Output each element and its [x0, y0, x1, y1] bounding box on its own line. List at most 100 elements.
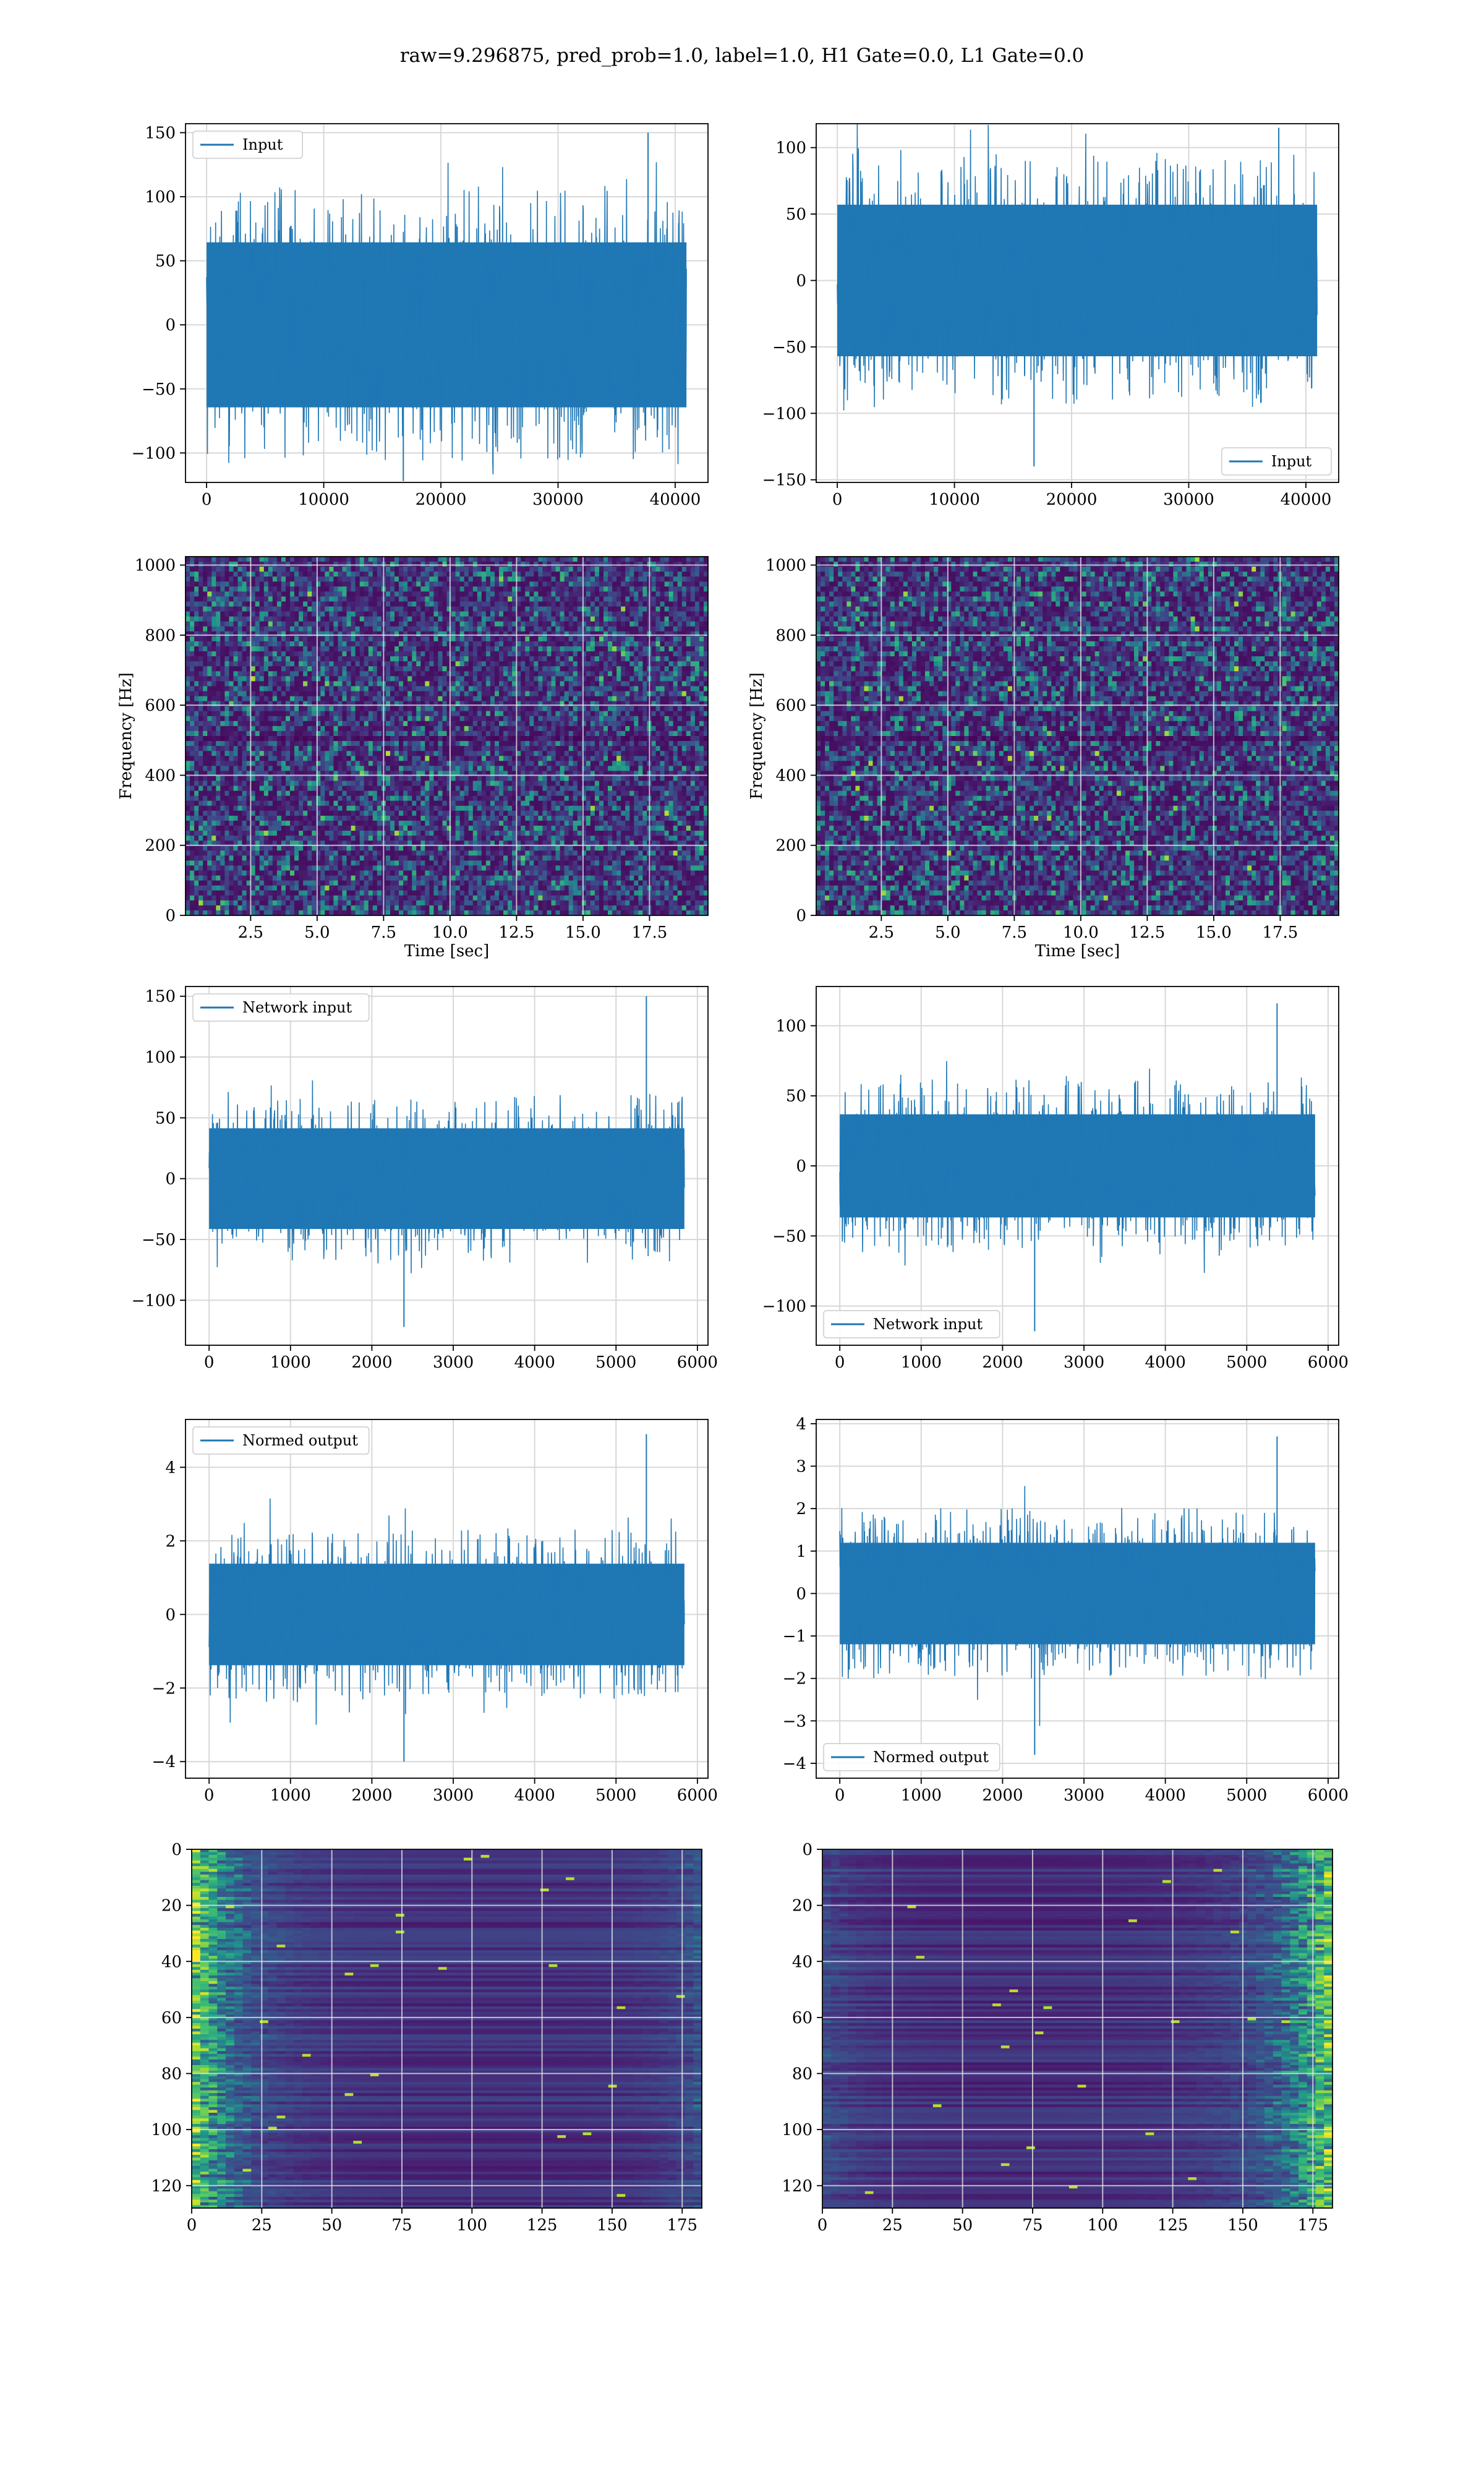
- row2-left-cell: [316, 596, 321, 602]
- row2-left-cell: [446, 736, 452, 742]
- row2-left-cell: [233, 721, 239, 727]
- row2-left-cell: [464, 716, 469, 722]
- row2-left-cell: [446, 730, 452, 737]
- row2-left-cell: [316, 686, 321, 692]
- row2-left-cell: [551, 586, 556, 592]
- row2-left-cell: [459, 601, 465, 607]
- row2-left-cell: [399, 701, 404, 707]
- row2-left-cell: [316, 581, 321, 587]
- row2-left-cell: [704, 706, 709, 712]
- row2-left-cell: [599, 596, 604, 602]
- row2-left-cell: [420, 696, 425, 702]
- row2-left-cell: [616, 681, 621, 687]
- row2-left-cell: [403, 621, 408, 627]
- row2-left-cell: [320, 631, 325, 637]
- row2-left-cell: [551, 726, 556, 732]
- row2-left-cell: [211, 646, 216, 652]
- row2-left-cell: [586, 701, 591, 707]
- row2-left-cell: [329, 646, 334, 652]
- row2-left-cell: [368, 651, 373, 657]
- row2-left-cell: [429, 626, 434, 632]
- row2-left-cell: [477, 601, 482, 607]
- row2-left-cell: [629, 746, 634, 751]
- row2-left-cell: [263, 611, 269, 617]
- row2-left-cell: [394, 681, 399, 687]
- row2-left-cell: [364, 591, 369, 597]
- row2-left-cell: [581, 716, 587, 722]
- row2-left-cell: [372, 606, 378, 612]
- row2-left-cell: [499, 586, 504, 592]
- row2-left-cell: [529, 726, 534, 732]
- row2-left-cell: [464, 586, 469, 592]
- row2-left-cell: [495, 616, 500, 622]
- row2-left-cell: [599, 601, 604, 607]
- row1-right-ytick-label: −100: [762, 404, 806, 423]
- row2-left-cell: [477, 730, 482, 737]
- row2-left-cell: [516, 562, 521, 567]
- row2-left-cell: [329, 571, 334, 577]
- row2-left-cell: [442, 626, 448, 632]
- row2-left-cell: [560, 621, 565, 627]
- row2-left-cell: [512, 691, 517, 697]
- row2-left-cell: [290, 756, 295, 761]
- row2-left-cell: [268, 706, 273, 712]
- row2-left-cell: [377, 716, 382, 722]
- row2-left-cell: [237, 557, 243, 562]
- row2-left-cell: [416, 671, 421, 677]
- row2-left-cell: [242, 571, 247, 577]
- row2-left-cell: [660, 641, 665, 647]
- row2-left-cell: [351, 586, 356, 592]
- row2-left-cell: [281, 671, 286, 677]
- row2-left-cell: [442, 681, 448, 687]
- row2-left-cell: [547, 576, 552, 582]
- row2-left-cell: [616, 616, 621, 622]
- row2-left-cell: [338, 716, 343, 722]
- row2-left-image: [186, 557, 709, 916]
- row2-left-cell: [551, 721, 556, 727]
- row2-left-cell: [342, 562, 348, 567]
- row2-left-cell: [342, 661, 348, 667]
- row2-left-cell: [599, 696, 604, 702]
- row2-left-cell: [303, 616, 308, 622]
- row2-left-cell: [385, 676, 391, 682]
- row2-left-cell: [468, 721, 474, 727]
- row2-left-cell: [342, 621, 348, 627]
- row2-left-cell: [290, 581, 295, 587]
- row2-left-cell: [446, 581, 452, 587]
- row2-left-cell: [272, 746, 278, 751]
- row2-left-cell: [599, 741, 604, 747]
- row2-left-cell: [242, 701, 247, 707]
- row2-left-cell: [351, 656, 356, 662]
- row2-left-cell: [472, 676, 478, 682]
- row2-left-cell: [547, 751, 552, 756]
- row2-left-cell: [485, 626, 491, 632]
- row2-left-cell: [237, 601, 243, 607]
- row2-left-cell: [495, 611, 500, 617]
- row2-left-cell: [564, 656, 569, 662]
- row2-left-cell: [694, 746, 700, 751]
- row2-left-cell: [542, 661, 547, 667]
- row2-left-cell: [677, 716, 683, 722]
- row2-left-cell: [224, 641, 229, 647]
- row2-left-cell: [581, 730, 587, 737]
- row2-left-cell: [642, 581, 647, 587]
- row2-left-cell: [276, 681, 282, 687]
- row2-left-cell: [521, 706, 526, 712]
- row2-left-cell: [603, 666, 608, 672]
- row2-left-cell: [590, 716, 595, 722]
- row2-left-cell: [677, 676, 683, 682]
- row2-left-cell: [634, 666, 639, 672]
- row2-left-cell: [246, 676, 252, 682]
- row2-left-cell: [359, 601, 365, 607]
- row2-left-cell: [399, 681, 404, 687]
- row2-left-cell: [242, 706, 247, 712]
- row2-left-cell: [455, 726, 461, 732]
- row2-left-cell: [190, 567, 195, 572]
- row2-left-cell: [512, 601, 517, 607]
- row2-left-cell: [555, 691, 561, 697]
- row2-left-cell: [547, 730, 552, 737]
- row2-left-cell: [333, 591, 338, 597]
- row2-left-cell: [194, 567, 199, 572]
- row2-left-cell: [681, 661, 687, 667]
- row2-left-cell: [307, 721, 312, 727]
